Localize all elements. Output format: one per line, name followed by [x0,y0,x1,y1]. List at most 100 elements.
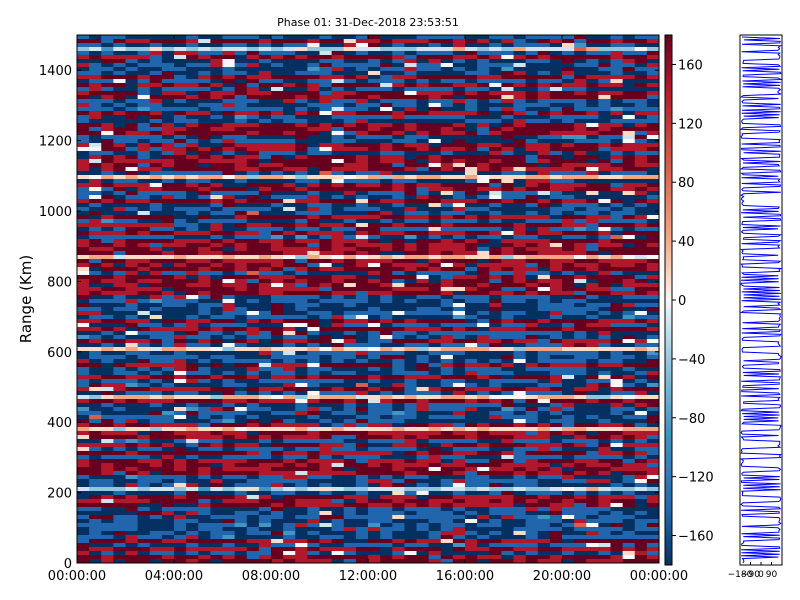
heatmap-cell [622,95,636,100]
heatmap-cell [234,395,248,400]
heatmap-cell [562,111,575,116]
heatmap-cell [634,319,648,324]
heatmap-cell [404,439,418,444]
heatmap-cell [477,187,490,192]
heatmap-cell [258,323,272,328]
heatmap-cell [234,207,248,212]
heatmap-cell [404,335,418,340]
heatmap-cell [198,179,211,184]
heatmap-cell [234,123,248,128]
heatmap-cell [586,403,599,408]
heatmap-cell [319,127,333,132]
heatmap-cell [513,387,527,392]
heatmap-cell [598,355,612,360]
heatmap-cell [186,287,199,292]
heatmap-cell [392,151,405,156]
heatmap-cell [404,83,418,88]
heatmap-cell [343,443,357,448]
heatmap-cell [319,239,333,244]
heatmap-cell [343,363,357,368]
heatmap-cell [562,431,575,436]
heatmap-cell [234,227,248,232]
heatmap-cell [489,379,502,384]
heatmap-cell [258,435,272,440]
heatmap-cell [477,335,490,340]
heatmap-cell [331,363,345,368]
heatmap-cell [89,203,102,208]
heatmap-cell [331,267,345,272]
heatmap-cell [149,47,163,52]
heatmap-cell [125,99,139,104]
heatmap-cell [246,331,260,336]
heatmap-cell [586,343,599,348]
heatmap-cell [125,39,139,44]
heatmap-cell [307,135,321,140]
heatmap-cell [307,187,321,192]
heatmap-cell [125,43,139,48]
heatmap-cell [174,303,187,308]
heatmap-cell [646,347,660,352]
heatmap-cell [319,43,333,48]
heatmap-cell [295,39,308,44]
heatmap-cell [465,127,478,132]
heatmap-cell [404,115,418,120]
heatmap-cell [149,427,163,432]
heatmap-cell [428,39,442,44]
heatmap-cell [416,347,430,352]
heatmap-cell [646,447,660,452]
heatmap-cell [77,251,90,256]
heatmap-cell [513,331,527,336]
heatmap-cell [198,239,211,244]
heatmap-cell [404,423,418,428]
heatmap-cell [161,43,175,48]
heatmap-cell [137,343,151,348]
heatmap-cell [646,47,660,52]
heatmap-cell [77,119,90,124]
heatmap-cell [174,147,187,152]
heatmap-cell [452,295,466,300]
heatmap-cell [452,59,466,64]
heatmap-cell [161,151,175,156]
heatmap-cell [113,159,127,164]
heatmap-cell [465,75,478,80]
heatmap-cell [501,263,515,268]
heatmap-cell [271,235,284,240]
heatmap-cell [380,223,393,228]
heatmap-cell [404,131,418,136]
heatmap-cell [610,215,624,220]
heatmap-cell [77,279,90,284]
heatmap-cell [537,147,551,152]
heatmap-cell [610,331,624,336]
heatmap-cell [537,407,551,412]
heatmap-cell [307,287,321,292]
heatmap-cell [634,151,648,156]
heatmap-cell [537,295,551,300]
heatmap-cell [125,187,139,192]
heatmap-cell [465,359,478,364]
heatmap-cell [416,227,430,232]
heatmap-cell [428,51,442,56]
heatmap-cell [283,147,296,152]
heatmap-cell [489,351,502,356]
heatmap-cell [271,435,284,440]
heatmap-cell [525,299,539,304]
heatmap-cell [101,443,114,448]
heatmap-cell [258,399,272,404]
heatmap-cell [174,327,187,332]
heatmap-cell [234,435,248,440]
heatmap-cell [319,275,333,280]
heatmap-cell [598,207,612,212]
heatmap-cell [234,87,248,92]
heatmap-cell [562,131,575,136]
heatmap-cell [392,183,405,188]
heatmap-cell [113,351,127,356]
heatmap-cell [610,407,624,412]
heatmap-cell [113,103,127,108]
heatmap-cell [525,447,539,452]
heatmap-cell [380,123,393,128]
heatmap-cell [489,135,502,140]
heatmap-cell [477,343,490,348]
heatmap-cell [452,183,466,188]
heatmap-cell [392,275,405,280]
heatmap-cell [392,255,405,260]
